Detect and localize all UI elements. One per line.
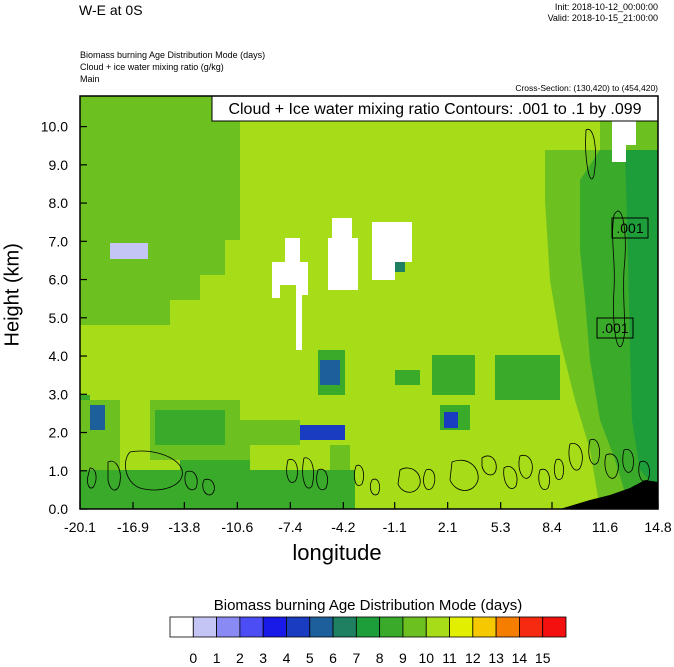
colorbar-swatch — [262, 616, 287, 638]
y-tick-label: 2.0 — [49, 425, 69, 441]
colorbar-swatch — [286, 616, 311, 638]
x-tick-label: 11.6 — [592, 519, 618, 535]
x-tick-label: -10.6 — [221, 519, 253, 535]
x-axis: -20.1 -16.9 -13.8 -10.6 -7.4 -4.2 -1.1 2.1 5.3 8.… — [64, 502, 672, 535]
y-axis-label: Height (km) — [1, 243, 24, 347]
init-time: Init: 2018-10-12_00:00:00 — [554, 2, 658, 12]
x-tick-label: 2.1 — [438, 519, 458, 535]
variable-line-2: Cloud + ice water mixing ratio (g/kg) — [80, 62, 224, 72]
y-tick-label: 0.0 — [49, 501, 69, 517]
y-tick-label: 5.0 — [49, 310, 69, 326]
colorbar-title: Biomass burning Age Distribution Mode (d… — [213, 597, 523, 614]
x-axis-label: longitude — [292, 540, 382, 565]
y-tick-label: 8.0 — [49, 195, 69, 211]
x-tick-label: 8.4 — [542, 519, 562, 535]
colorbar-swatch — [239, 616, 264, 638]
colorbar-label: 4 — [283, 650, 291, 666]
x-tick-label: 14.8 — [644, 519, 671, 535]
cross-section-label: Cross-Section: (130,420) to (454,420) — [515, 83, 658, 93]
colorbar-swatch — [169, 616, 194, 638]
cloud-contours — [87, 129, 650, 496]
x-tick-label: 5.3 — [491, 519, 511, 535]
colorbar-label: 15 — [535, 650, 551, 666]
contour-labels: .001 .001 — [596, 217, 649, 339]
colorbar-swatch — [402, 616, 427, 638]
colorbar: 0 1 2 3 4 5 6 7 8 9 10 11 12 13 14 15 — [169, 616, 567, 666]
x-tick-label: -4.2 — [331, 519, 355, 535]
colorbar-label: 12 — [465, 650, 481, 666]
colorbar-swatch — [472, 616, 497, 638]
colorbar-label: 8 — [376, 650, 384, 666]
valid-time: Valid: 2018-10-15_21:00:00 — [547, 13, 658, 23]
colorbar-label: 9 — [399, 650, 407, 666]
x-tick-label: -16.9 — [117, 519, 149, 535]
y-tick-label: 4.0 — [49, 348, 69, 364]
colorbar-swatch — [192, 616, 217, 638]
colorbar-label: 0 — [189, 650, 197, 666]
colorbar-label: 14 — [512, 650, 528, 666]
variable-line-3: Main — [80, 74, 100, 84]
y-axis: 0.0 1.0 2.0 3.0 4.0 5.0 6.0 7.0 8.0 9.0 10.0 — [41, 119, 87, 517]
colorbar-label: 6 — [329, 650, 337, 666]
y-tick-label: 6.0 — [49, 272, 69, 288]
variable-line-1: Biomass burning Age Distribution Mode (d… — [80, 50, 266, 60]
colorbar-label: 10 — [418, 650, 434, 666]
x-tick-label: -20.1 — [64, 519, 96, 535]
colorbar-swatch — [332, 616, 357, 638]
x-tick-label: -1.1 — [383, 519, 407, 535]
y-tick-label: 9.0 — [49, 157, 69, 173]
colorbar-label: 5 — [306, 650, 314, 666]
colorbar-label: 2 — [236, 650, 244, 666]
y-tick-label: 7.0 — [49, 233, 69, 249]
plot-frame — [79, 95, 659, 510]
contour-label-upper: .001 — [616, 220, 643, 236]
contour-label-lower: .001 — [601, 320, 628, 336]
contour-info-box: Cloud + Ice water mixing ratio Contours:… — [211, 95, 659, 122]
colorbar-swatch — [542, 616, 567, 638]
colorbar-swatch — [309, 616, 334, 638]
colorbar-swatch — [379, 616, 404, 638]
colorbar-label: 3 — [259, 650, 267, 666]
age-field — [80, 96, 658, 509]
colorbar-label: 13 — [488, 650, 504, 666]
x-tick-label: -7.4 — [278, 519, 302, 535]
colorbar-label: 7 — [352, 650, 360, 666]
contour-info-text: Cloud + Ice water mixing ratio Contours:… — [228, 101, 641, 118]
colorbar-label: 1 — [213, 650, 221, 666]
x-tick-label: -13.8 — [168, 519, 200, 535]
colorbar-swatch — [519, 616, 544, 638]
colorbar-swatch — [355, 616, 381, 638]
colorbar-swatch — [425, 616, 450, 638]
colorbar-label: 11 — [442, 650, 457, 666]
y-tick-label: 10.0 — [41, 119, 68, 135]
colorbar-swatch — [216, 616, 241, 638]
y-tick-label: 3.0 — [49, 386, 69, 402]
colorbar-swatch — [495, 616, 520, 638]
colorbar-swatch — [449, 616, 474, 638]
y-tick-label: 1.0 — [49, 463, 69, 479]
chart-title: W-E at 0S — [79, 2, 143, 18]
